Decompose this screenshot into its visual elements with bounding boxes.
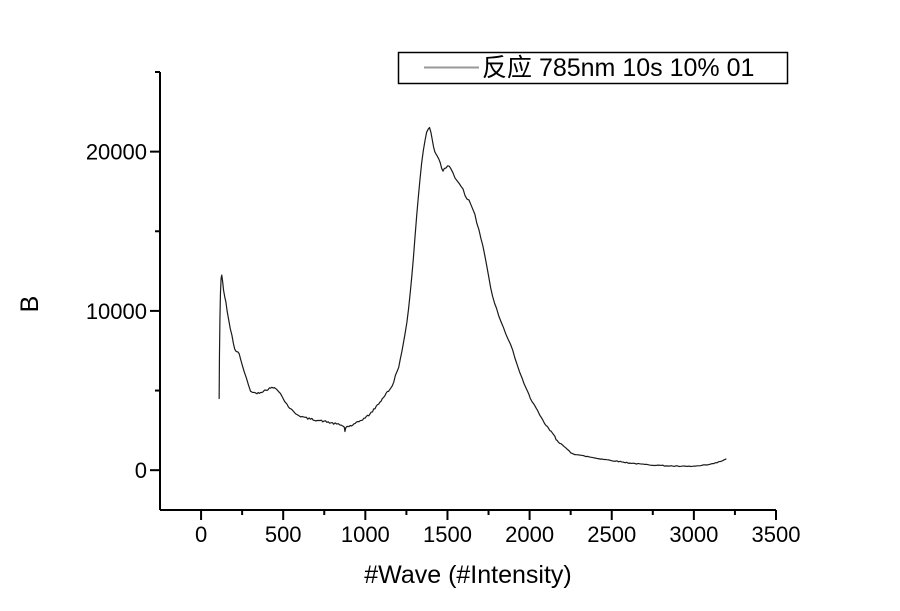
y-axis-title: B (16, 296, 44, 313)
x-axis-minor-ticks (241, 510, 736, 515)
x-tick-label: 0 (195, 522, 207, 547)
axes: 0 500 1000 1500 2000 2500 3000 3500 0 10000 20000 (86, 71, 801, 547)
y-axis-minor-ticks (155, 71, 160, 392)
y-tick-label: 20000 (86, 140, 147, 165)
x-tick-label: 3000 (669, 522, 718, 547)
x-tick-label: 500 (265, 522, 302, 547)
y-tick-label: 0 (135, 458, 147, 483)
legend-label: 反应 785nm 10s 10% 01 (482, 54, 754, 82)
x-axis-tick-labels: 0 500 1000 1500 2000 2500 3000 3500 (195, 522, 801, 547)
y-tick-label: 10000 (86, 299, 147, 324)
x-tick-label: 3500 (752, 522, 801, 547)
series-line (218, 126, 727, 468)
x-tick-label: 2000 (505, 522, 554, 547)
x-tick-label: 1000 (341, 522, 390, 547)
x-tick-label: 1500 (423, 522, 472, 547)
y-axis-tick-labels: 0 10000 20000 (86, 140, 147, 484)
x-tick-label: 2500 (587, 522, 636, 547)
x-axis-title: #Wave (#Intensity) (364, 561, 571, 589)
x-axis-major-ticks (200, 510, 777, 520)
y-axis-major-ticks (150, 150, 160, 472)
legend: 反应 785nm 10s 10% 01 (397, 51, 789, 85)
